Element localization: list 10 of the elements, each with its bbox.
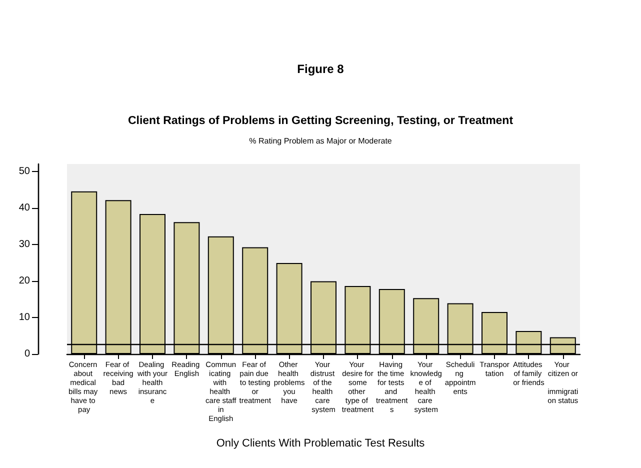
y-tick-label: 40: [18, 202, 30, 214]
y-tick-label: 10: [18, 312, 30, 323]
chart-subtitle: Client Ratings of Problems in Getting Screening, Testing, or Treatment: [128, 115, 514, 127]
y-tick-label: 20: [18, 275, 30, 286]
y-tick-label: 30: [18, 238, 30, 250]
y-axis-title: % Rating Problem as Major or Moderate: [249, 136, 392, 146]
y-tick-label: 50: [18, 166, 30, 177]
chart-title: Figure 8: [297, 62, 344, 76]
y-tick-label: 0: [24, 348, 30, 360]
x-axis-title: Only Clients With Problematic Test Results: [216, 438, 426, 450]
